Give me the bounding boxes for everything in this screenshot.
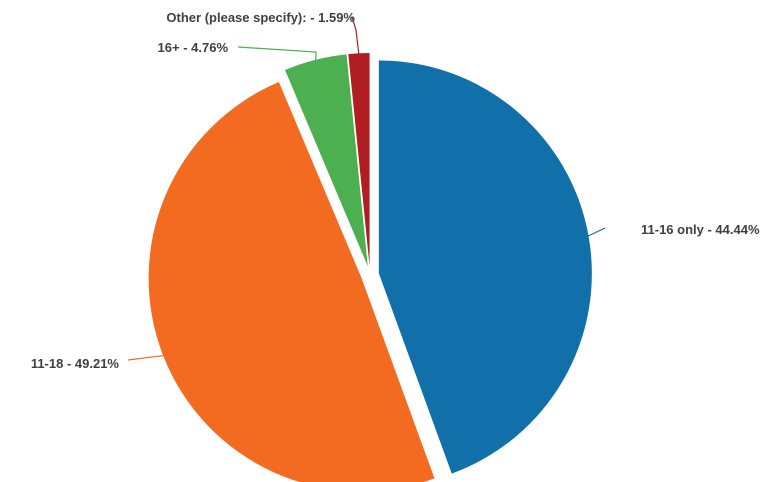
- pie-slices: [148, 53, 592, 482]
- pie-slice-11-16-only: [378, 60, 592, 474]
- pie-slice-16: [285, 54, 368, 267]
- slice-label: 11-16 only - 44.44%: [641, 222, 760, 237]
- leader-line-1: [127, 354, 166, 361]
- pie-slice-11-18: [148, 82, 435, 482]
- slice-label: 11-18 - 49.21%: [31, 356, 120, 371]
- slice-label: Other (please specify): - 1.59%: [166, 10, 355, 25]
- leader-line-2: [237, 46, 317, 62]
- leader-line-0: [586, 227, 606, 238]
- leader-line-3: [351, 16, 360, 56]
- slice-label: 16+ - 4.76%: [158, 40, 229, 55]
- leader-lines: [127, 16, 606, 361]
- slice-labels: 11-16 only - 44.44% 11-18 - 49.21% 16+ - 4…: [31, 10, 760, 371]
- pie-slice-other-please-specify: [348, 53, 370, 267]
